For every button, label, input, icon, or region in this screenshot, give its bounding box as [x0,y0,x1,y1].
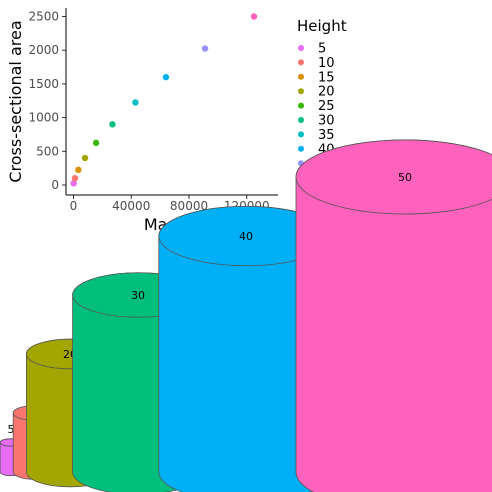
legend-label: 10 [318,56,335,71]
data-point [132,99,139,106]
y-tick-label: 2000 [28,43,59,57]
cylinder-top [295,139,492,215]
x-tick-label: 80000 [170,199,208,213]
legend-item: 25 [298,99,335,114]
legend-item: 15 [298,70,335,85]
legend-label: 15 [318,70,335,85]
cylinder: 50 [295,139,492,492]
cylinder-label: 40 [239,230,253,243]
y-tick-label: 500 [36,144,59,158]
legend-item: 20 [298,85,335,100]
y-tick-label: 2500 [28,10,59,24]
cylinder-label: 30 [131,289,145,302]
scatter-points [70,13,258,187]
legend-item: 5 [298,42,326,57]
data-point [109,121,116,128]
data-point [81,154,89,162]
data-point [250,13,258,20]
legend-key [298,45,304,51]
legend-key [298,145,304,152]
cylinder-label: 5 [8,423,15,436]
cylinder-label: 50 [398,171,412,184]
legend-item: 30 [298,114,335,129]
x-tick-label: 0 [70,199,78,213]
legend-label: 25 [318,99,335,114]
data-point [70,180,77,187]
legend-key [298,59,304,66]
y-axis-title: Cross-sectional area [6,20,25,182]
x-tick-label: 40000 [112,199,150,213]
y-tick-label: 1000 [28,111,59,125]
data-point [92,139,100,147]
legend-key [298,117,304,123]
legend-item: 35 [298,128,335,143]
data-point [75,166,82,174]
data-point [71,175,79,182]
legend-label: 20 [318,85,335,100]
legend-key [298,102,304,109]
legend-key [298,131,304,138]
y-tick-label: 0 [51,178,59,192]
legend-label: 5 [318,42,326,57]
y-tick-label: 1500 [28,77,59,91]
legend-item: 10 [298,56,335,71]
legend-key [298,88,304,95]
legend-label: 35 [318,128,335,143]
cylinder-panel: 51020304050 [0,139,492,492]
legend-label: 30 [318,114,335,129]
data-point [162,73,170,81]
legend-key [298,73,304,80]
data-point [201,45,209,52]
legend-title: Height [297,17,347,35]
y-axis-ticks: 0 500 1000 1500 2000 2500 [28,10,66,192]
